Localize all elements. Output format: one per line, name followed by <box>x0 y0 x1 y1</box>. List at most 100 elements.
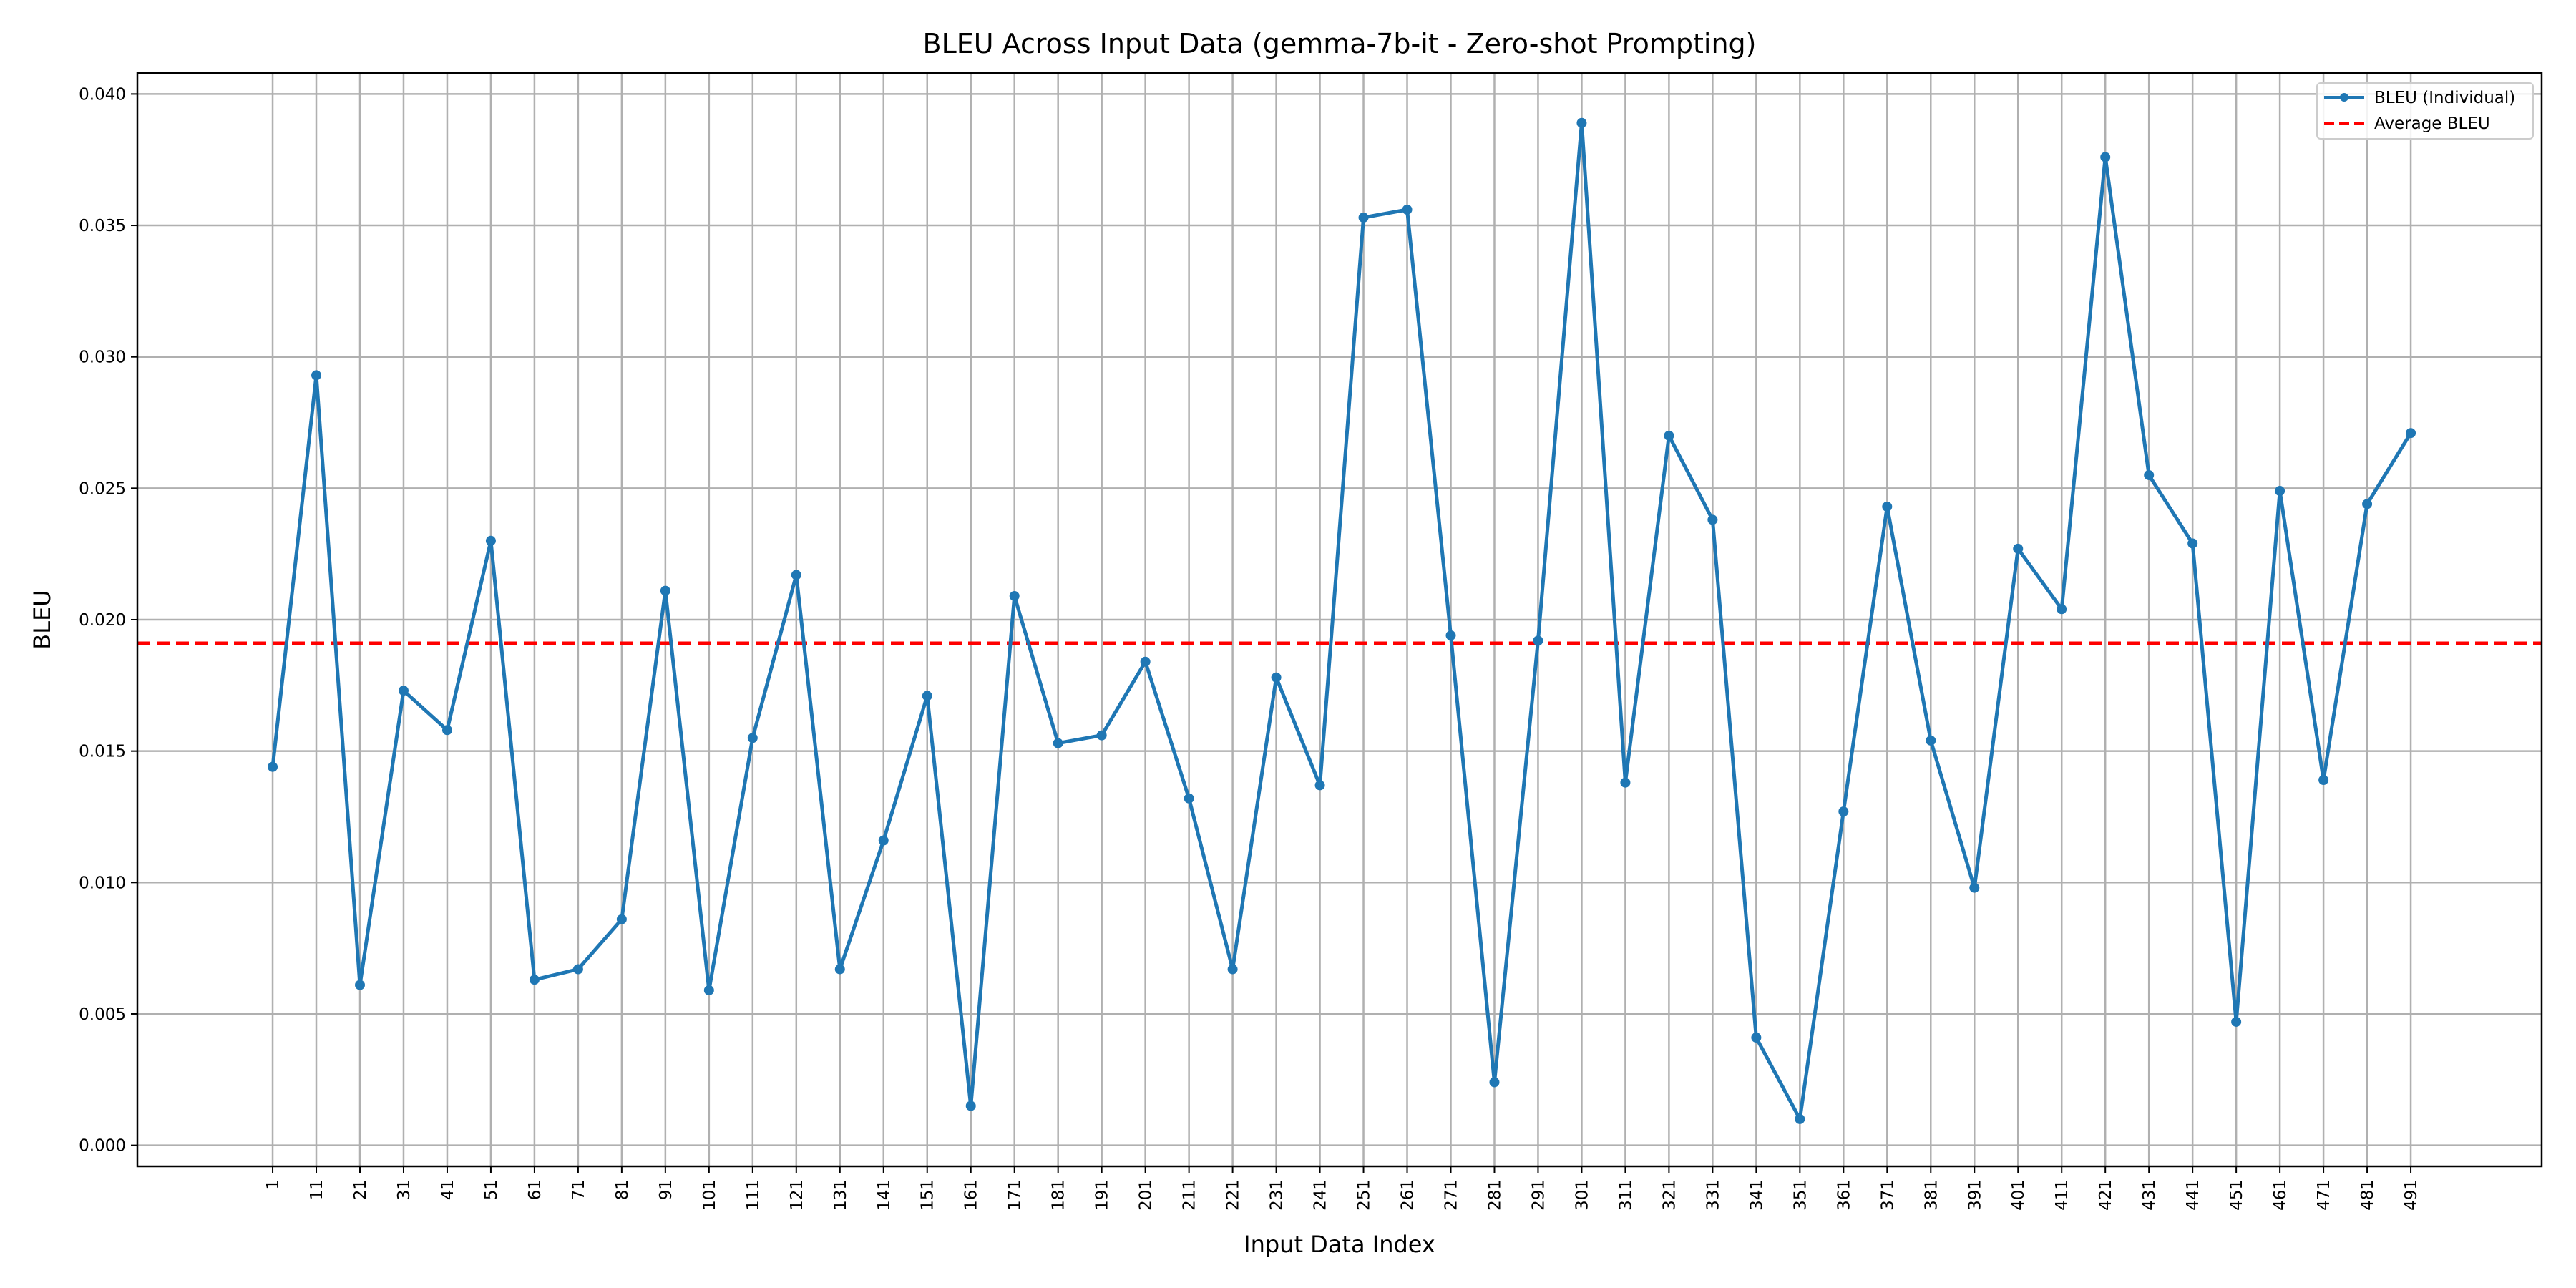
x-tick-label: 21 <box>351 1179 370 1200</box>
x-tick-label: 441 <box>2184 1179 2202 1211</box>
x-tick-label: 151 <box>919 1179 937 1211</box>
x-tick-label: 301 <box>1573 1179 1591 1211</box>
bleu-point <box>2100 152 2111 162</box>
bleu-point <box>2144 469 2155 480</box>
x-tick-label: 221 <box>1224 1179 1243 1211</box>
bleu-point <box>2013 543 2024 554</box>
y-axis-label: BLEU <box>29 590 56 649</box>
x-tick-label: 91 <box>657 1179 675 1200</box>
x-tick-label: 251 <box>1355 1179 1374 1211</box>
legend-label-average-bleu: Average BLEU <box>2374 114 2490 133</box>
legend-label-bleu-individual: BLEU (Individual) <box>2374 89 2515 107</box>
bleu-point <box>1489 1077 1500 1088</box>
bleu-point <box>1620 777 1631 788</box>
bleu-point <box>2275 486 2285 497</box>
bleu-point <box>834 964 845 975</box>
x-tick-label: 191 <box>1093 1179 1112 1211</box>
bleu-point <box>1009 590 1020 601</box>
x-tick-label: 111 <box>744 1179 763 1211</box>
bleu-point <box>660 585 670 596</box>
y-tick-label: 0.005 <box>79 1005 126 1024</box>
y-tick-label: 0.015 <box>79 743 126 761</box>
bleu-point <box>1140 656 1151 667</box>
bleu-point <box>791 570 801 580</box>
x-tick-label: 1 <box>264 1179 283 1190</box>
x-tick-label: 281 <box>1485 1179 1504 1211</box>
bleu-point <box>311 370 322 381</box>
x-tick-label: 51 <box>482 1179 501 1200</box>
x-tick-label: 291 <box>1529 1179 1548 1211</box>
x-tick-label: 461 <box>2271 1179 2290 1211</box>
x-tick-label: 341 <box>1747 1179 1766 1211</box>
x-tick-label: 121 <box>788 1179 806 1211</box>
bleu-point <box>1533 635 1543 646</box>
x-tick-label: 361 <box>1835 1179 1853 1211</box>
bleu-point <box>1969 882 1980 893</box>
bleu-point <box>1795 1113 1805 1124</box>
bleu-point <box>2318 775 2329 786</box>
y-axis: 0.000 0.005 0.010 0.015 0.020 0.025 0.030 0.035… <box>79 85 137 1156</box>
bleu-point <box>354 980 365 990</box>
x-tick-label: 141 <box>875 1179 894 1211</box>
bleu-point <box>1096 730 1107 741</box>
x-tick-label: 101 <box>701 1179 719 1211</box>
x-tick-label: 411 <box>2053 1179 2072 1211</box>
bleu-point <box>2187 538 2198 549</box>
y-tick-label: 0.025 <box>79 479 126 498</box>
bleu-point <box>2406 428 2416 439</box>
bleu-point <box>1445 630 1456 641</box>
bleu-point <box>1227 964 1238 975</box>
y-tick-label: 0.020 <box>79 611 126 630</box>
x-tick-label: 241 <box>1312 1179 1330 1211</box>
bleu-point <box>878 835 889 846</box>
bleu-point <box>1751 1033 1762 1043</box>
x-tick-label: 31 <box>395 1179 414 1200</box>
x-tick-label: 201 <box>1137 1179 1156 1211</box>
x-tick-label: 71 <box>570 1179 588 1200</box>
x-tick-label: 11 <box>308 1179 326 1200</box>
y-tick-label: 0.035 <box>79 217 126 235</box>
x-axis-label: Input Data Index <box>1244 1231 1435 1258</box>
bleu-point <box>1053 738 1063 748</box>
legend-box <box>2316 82 2534 140</box>
bleu-point <box>2362 499 2373 509</box>
x-tick-label: 231 <box>1268 1179 1287 1211</box>
x-tick-label: 401 <box>2009 1179 2028 1211</box>
x-tick-label: 471 <box>2315 1179 2333 1211</box>
x-tick-label: 321 <box>1660 1179 1679 1211</box>
bleu-point <box>1664 430 1674 441</box>
x-tick-label: 491 <box>2402 1179 2421 1211</box>
bleu-point <box>965 1101 976 1111</box>
bleu-point <box>441 725 452 736</box>
x-tick-label: 371 <box>1878 1179 1897 1211</box>
bleu-point <box>2057 604 2067 615</box>
x-tick-label: 61 <box>526 1179 545 1200</box>
x-tick-label: 161 <box>962 1179 981 1211</box>
y-tick-label: 0.000 <box>79 1137 126 1156</box>
x-tick-label: 391 <box>1966 1179 1984 1211</box>
bleu-point <box>1271 672 1282 683</box>
y-tick-label: 0.040 <box>79 85 126 104</box>
x-tick-label: 181 <box>1050 1179 1068 1211</box>
x-tick-label: 171 <box>1006 1179 1025 1211</box>
bleu-point <box>1358 213 1369 223</box>
bleu-point <box>1926 735 1936 746</box>
bleu-point <box>398 686 409 696</box>
x-tick-label: 41 <box>439 1179 457 1200</box>
x-tick-label: 271 <box>1442 1179 1460 1211</box>
x-tick-label: 381 <box>1922 1179 1941 1211</box>
bleu-point <box>747 733 758 743</box>
bleu-point <box>572 964 583 975</box>
bleu-point <box>1576 117 1587 128</box>
bleu-point <box>703 985 714 995</box>
x-tick-label: 421 <box>2097 1179 2115 1211</box>
bleu-point <box>1314 780 1325 791</box>
y-tick-label: 0.030 <box>79 348 126 367</box>
x-tick-label: 131 <box>831 1179 850 1211</box>
x-tick-label: 261 <box>1399 1179 1418 1211</box>
series-layer <box>268 117 2416 1124</box>
y-tick-label: 0.010 <box>79 874 126 892</box>
bleu-point <box>529 975 540 985</box>
bleu-point <box>1707 514 1718 525</box>
